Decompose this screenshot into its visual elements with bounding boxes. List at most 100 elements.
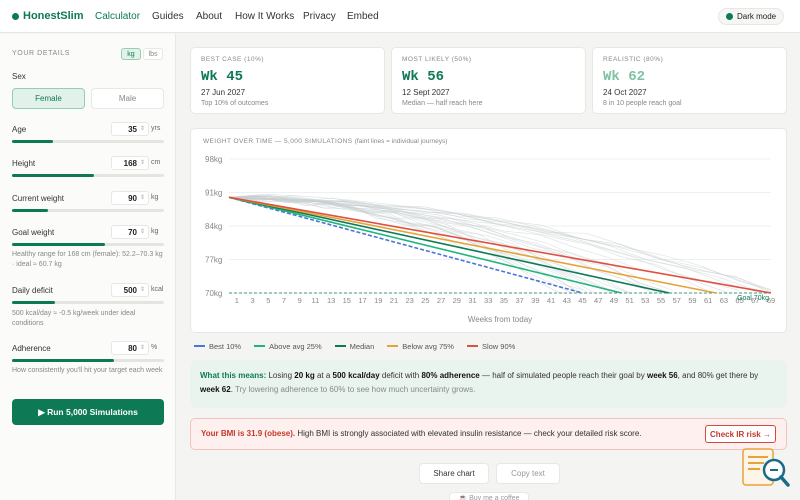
text-bold: 20 kg [294, 371, 315, 380]
x-axis-label: Weeks from today [468, 315, 532, 324]
bmi-alert: Your BMI is 31.9 (obese). High BMI is st… [190, 418, 787, 450]
adherence-slider[interactable] [12, 359, 164, 362]
healthy-range-note: Healthy range for 168 cm (female): 52.2–… [12, 251, 163, 268]
height-label: Height [12, 159, 36, 168]
x-tick-label: 37 [515, 296, 523, 305]
daily-deficit-unit: kcal [151, 286, 164, 293]
nav-embed[interactable]: Embed [347, 11, 379, 22]
best-case-card: BEST CASE (10%) Wk 45 27 Jun 2027 Top 10… [190, 47, 385, 114]
nav-about[interactable]: About [196, 11, 223, 22]
x-tick-label: 3 [250, 296, 254, 305]
series-line [228, 196, 670, 294]
x-tick-label: 5 [266, 296, 270, 305]
stepper-icon[interactable]: ⇕ [139, 287, 145, 293]
current-weight-slider[interactable] [12, 209, 164, 212]
run-simulations-button[interactable]: ▶ Run 5,000 Simulations [12, 399, 164, 425]
age-input[interactable]: 35 ⇕ [111, 122, 149, 136]
x-tick-label: 47 [594, 296, 602, 305]
goal-weight-slider[interactable] [12, 243, 164, 246]
text: — half of simulated people reach their g… [479, 371, 647, 380]
x-tick-label: 53 [641, 296, 649, 305]
x-tick-label: 63 [720, 296, 728, 305]
nav-how-it-works[interactable]: How It Works [235, 11, 295, 22]
chart-legend: Best 10% Above avg 25% Median Below avg … [194, 341, 515, 351]
chart-subtitle: (faint lines = individual journeys) [354, 138, 448, 145]
daily-deficit-value: 500 [123, 286, 137, 295]
sex-male-button[interactable]: Male [91, 88, 164, 109]
legend-label: Best 10% [209, 341, 242, 351]
goal-weight-input[interactable]: 70 ⇕ [111, 225, 149, 239]
x-tick-label: 69 [767, 296, 775, 305]
adherence-input[interactable]: 80 ⇕ [111, 341, 149, 355]
chart-title-text: WEIGHT OVER TIME — 5,000 SIMULATIONS [203, 138, 353, 145]
series-line [228, 196, 622, 294]
height-value: 168 [123, 159, 137, 168]
x-tick-label: 19 [374, 296, 382, 305]
x-tick-label: 45 [578, 296, 586, 305]
card-week: Wk 56 [402, 69, 445, 85]
brand-logo[interactable]: HonestSlim [12, 10, 84, 22]
brand-name: HonestSlim [23, 10, 84, 22]
interpretation-label: What this means: [200, 371, 267, 380]
text-bold: week 56 [646, 371, 678, 380]
sex-label: Sex [12, 72, 26, 81]
buy-coffee-button[interactable]: ☕ Buy me a coffee [449, 492, 529, 500]
x-tick-label: 15 [343, 296, 351, 305]
copy-text-button[interactable]: Copy text [496, 463, 560, 484]
weight-chart-card: WEIGHT OVER TIME — 5,000 SIMULATIONS (fa… [190, 128, 787, 333]
height-slider[interactable] [12, 174, 164, 177]
card-sub: Top 10% of outcomes [201, 100, 269, 107]
stepper-icon[interactable]: ⇕ [139, 160, 145, 166]
stepper-icon[interactable]: ⇕ [139, 229, 145, 235]
height-input[interactable]: 168 ⇕ [111, 156, 149, 170]
legend-item: Slow 90% [466, 341, 515, 351]
legend-label: Below avg 75% [402, 341, 454, 351]
sex-female-button[interactable]: Female [12, 88, 85, 109]
simulation-path [228, 195, 772, 293]
x-tick-label: 1 [235, 296, 239, 305]
realistic-card: REALISTIC (80%) Wk 62 24 Oct 2027 8 in 1… [592, 47, 787, 114]
daily-deficit-slider[interactable] [12, 301, 164, 304]
legend-swatch [466, 345, 478, 347]
dark-mode-toggle[interactable]: Dark mode [718, 8, 785, 25]
x-tick-label: 67 [751, 296, 759, 305]
unit-kg-button[interactable]: kg [121, 48, 141, 60]
stepper-icon[interactable]: ⇕ [139, 126, 145, 132]
stepper-icon[interactable]: ⇕ [139, 195, 145, 201]
card-date: 12 Sept 2027 [402, 88, 450, 97]
y-tick-label: 84kg [205, 222, 222, 231]
daily-deficit-input[interactable]: 500 ⇕ [111, 283, 149, 297]
adherence-label: Adherence [12, 344, 51, 353]
simulation-path [228, 196, 630, 294]
x-tick-label: 35 [500, 296, 508, 305]
card-date: 24 Oct 2027 [603, 88, 647, 97]
x-tick-label: 9 [298, 296, 302, 305]
simulation-path [228, 195, 660, 294]
unit-lbs-button[interactable]: lbs [143, 48, 163, 60]
x-tick-label: 7 [282, 296, 286, 305]
check-ir-risk-button[interactable]: Check IR risk → [705, 425, 776, 443]
x-tick-label: 61 [704, 296, 712, 305]
stepper-icon[interactable]: ⇕ [139, 345, 145, 351]
y-tick-label: 98kg [205, 155, 222, 164]
nav-guides[interactable]: Guides [152, 11, 184, 22]
series-line [228, 196, 772, 294]
age-slider[interactable] [12, 140, 164, 143]
nav-privacy[interactable]: Privacy [303, 11, 336, 22]
bmi-value: Your BMI is 31.9 (obese). [201, 429, 296, 438]
share-chart-button[interactable]: Share chart [419, 463, 489, 484]
details-sidebar: YOUR DETAILS kg lbs Sex Female Male Age … [0, 34, 176, 500]
dark-mode-dot-icon [726, 13, 733, 20]
current-weight-slider-fill [12, 209, 49, 212]
interpretation-box: What this means: Losing 20 kg at a 500 k… [190, 360, 787, 408]
nav-calculator[interactable]: Calculator [95, 11, 141, 22]
current-weight-input[interactable]: 90 ⇕ [111, 191, 149, 205]
card-sub: 8 in 10 people reach goal [603, 100, 682, 107]
age-value: 35 [128, 125, 137, 134]
x-tick-label: 29 [453, 296, 461, 305]
hint-text: Try lowering adherence to 60% to see how… [232, 385, 476, 394]
goal-weight-slider-fill [12, 243, 105, 246]
help-search-icon[interactable] [742, 448, 790, 488]
x-tick-label: 23 [405, 296, 413, 305]
